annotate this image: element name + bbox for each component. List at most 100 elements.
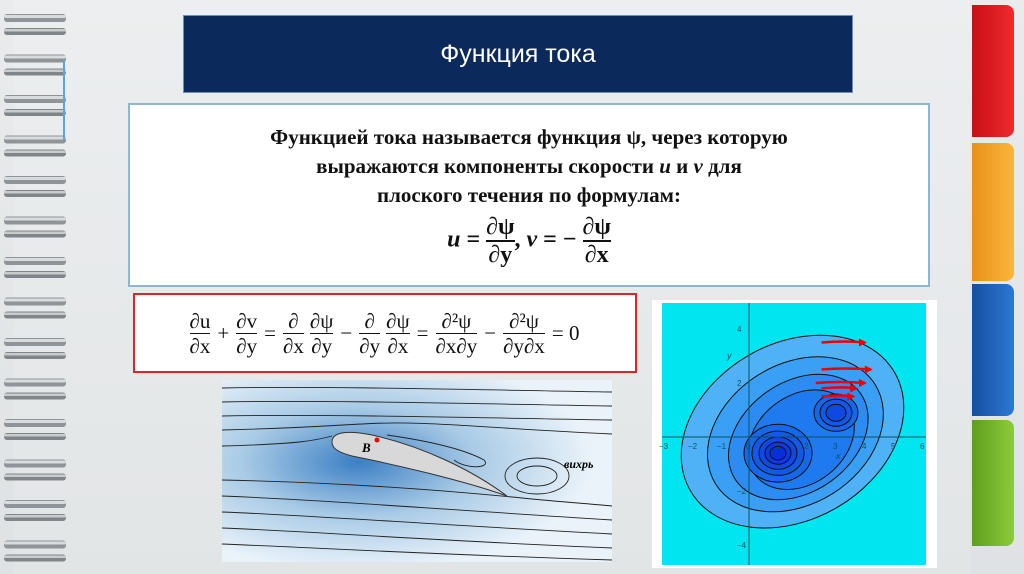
definition-box: Функцией тока называется функция ψ, чере…: [128, 103, 930, 287]
denominator: ∂x: [584, 242, 609, 268]
spiral-ring: [4, 54, 66, 76]
axes: [662, 303, 926, 565]
numerator: ∂ψ: [582, 214, 611, 242]
var-v: v: [693, 154, 703, 178]
spiral-binding: [4, 14, 66, 562]
fraction: ∂²ψ ∂y∂x: [503, 309, 545, 358]
y-tick-label: −2: [737, 487, 747, 496]
denominator: ∂y: [488, 242, 513, 268]
denominator: ∂y: [311, 333, 333, 358]
arrow-head: [850, 384, 859, 393]
continuity-equation: ∂u ∂x + ∂v ∂y = ∂ ∂x ∂ψ ∂y − ∂ ∂y ∂ψ ∂x = ∂²ψ ∂…: [133, 293, 637, 373]
var-u: u: [659, 154, 671, 178]
point-b-label: B: [361, 440, 371, 455]
fraction: ∂ψ ∂y: [309, 308, 334, 358]
spiral-ring: [4, 419, 66, 440]
flow-arrow: [821, 340, 866, 344]
spiral-ring: [4, 500, 66, 521]
spiral-ring: [4, 135, 66, 157]
fraction: ∂ ∂x: [282, 309, 304, 358]
airfoil-streamlines-figure: B вихрь: [222, 380, 612, 562]
equals-zero: = 0: [551, 320, 580, 345]
fraction: ∂v ∂y: [236, 308, 258, 358]
x-tick-label: −3: [659, 442, 669, 451]
tab-blue[interactable]: [972, 284, 1014, 416]
spiral-ring: [4, 257, 66, 278]
var-u: u: [447, 226, 461, 253]
numerator: ∂²ψ: [435, 309, 478, 334]
flow-arrow: [815, 380, 866, 385]
arrow-head: [847, 392, 856, 401]
arrow-head: [864, 365, 873, 374]
spiral-ring: [4, 338, 66, 359]
numerator: ∂u: [189, 308, 211, 334]
y-axis-label: y: [726, 351, 732, 361]
denominator: ∂x∂y: [435, 333, 478, 358]
slide-title: Функция тока: [183, 15, 853, 93]
numerator: ∂: [282, 309, 304, 334]
contour-core: [769, 445, 787, 461]
x-tick-label: 3: [833, 442, 838, 451]
var-v: v: [526, 226, 538, 253]
denominator: ∂x: [282, 333, 304, 358]
denominator: ∂x: [387, 333, 409, 358]
fraction: ∂ψ ∂y: [486, 214, 515, 268]
x-tick-label: 2: [804, 442, 809, 451]
fraction: ∂u ∂x: [189, 308, 211, 358]
x-axis-label: x: [835, 451, 841, 461]
x-tick-label: 5: [891, 442, 896, 451]
numerator: ∂ψ: [386, 308, 410, 334]
fraction: ∂ψ ∂x: [386, 309, 410, 358]
spiral-ring: [4, 378, 66, 400]
numerator: ∂v: [236, 308, 258, 334]
tab-orange[interactable]: [972, 143, 1014, 281]
y-tick-label: 2: [737, 379, 742, 388]
contour-core: [825, 403, 847, 422]
spiral-ring: [4, 297, 66, 319]
x-tick-label: −1: [717, 442, 727, 451]
definition-line-1: Функцией тока называется функция ψ, чере…: [270, 125, 788, 149]
fraction: ∂ ∂y: [359, 309, 381, 358]
numerator: ∂ψ: [309, 308, 334, 334]
numerator: ∂: [359, 309, 381, 334]
denominator: ∂y: [236, 333, 258, 358]
equals: =: [460, 226, 487, 253]
y-tick-label: 4: [737, 325, 742, 334]
spiral-ring: [4, 540, 66, 562]
definition-line-3: плоского течения по формулам:: [377, 183, 681, 207]
spiral-ring: [4, 14, 66, 35]
arrow-head: [859, 338, 867, 347]
stream-function-formula: u = ∂ψ ∂y, v = − ∂ψ ∂x: [130, 214, 928, 268]
denominator: ∂y∂x: [503, 333, 545, 358]
fraction: ∂ψ ∂x: [582, 214, 611, 268]
definition-line-2: выражаются компоненты скорости u и v для: [130, 152, 928, 181]
minus: −: [484, 320, 497, 345]
text: для: [702, 154, 742, 178]
title-text: Функция тока: [440, 39, 596, 68]
y-tick-label: −4: [737, 541, 747, 550]
plus: +: [217, 320, 230, 345]
equals: =: [264, 320, 276, 345]
stream-function-contour-plot: −3 −2 −1 0 1 2 3 4 5 6 4 2 −2 −4 x y: [652, 300, 937, 568]
x-tick-label: −2: [688, 442, 698, 451]
equals: =: [416, 320, 429, 345]
x-tick-label: 6: [920, 442, 925, 451]
minus: −: [340, 320, 353, 345]
equals-minus: = −: [537, 226, 583, 253]
numerator: ∂²ψ: [503, 309, 545, 334]
spiral-ring: [4, 95, 66, 116]
tab-green[interactable]: [972, 420, 1014, 546]
spiral-ring: [4, 459, 66, 481]
tab-red[interactable]: [972, 5, 1014, 137]
text: и: [670, 154, 694, 178]
fraction: ∂²ψ ∂x∂y: [435, 309, 478, 358]
x-tick-label: 0: [746, 442, 751, 451]
x-tick-label: 4: [862, 442, 867, 451]
spiral-ring: [4, 176, 66, 197]
arrow-head: [859, 379, 867, 387]
denominator: ∂x: [189, 333, 211, 358]
denominator: ∂y: [359, 333, 381, 358]
x-tick-label: 1: [775, 442, 780, 451]
text: выражаются компоненты скорости: [316, 154, 660, 178]
flow-arrow: [821, 367, 871, 371]
